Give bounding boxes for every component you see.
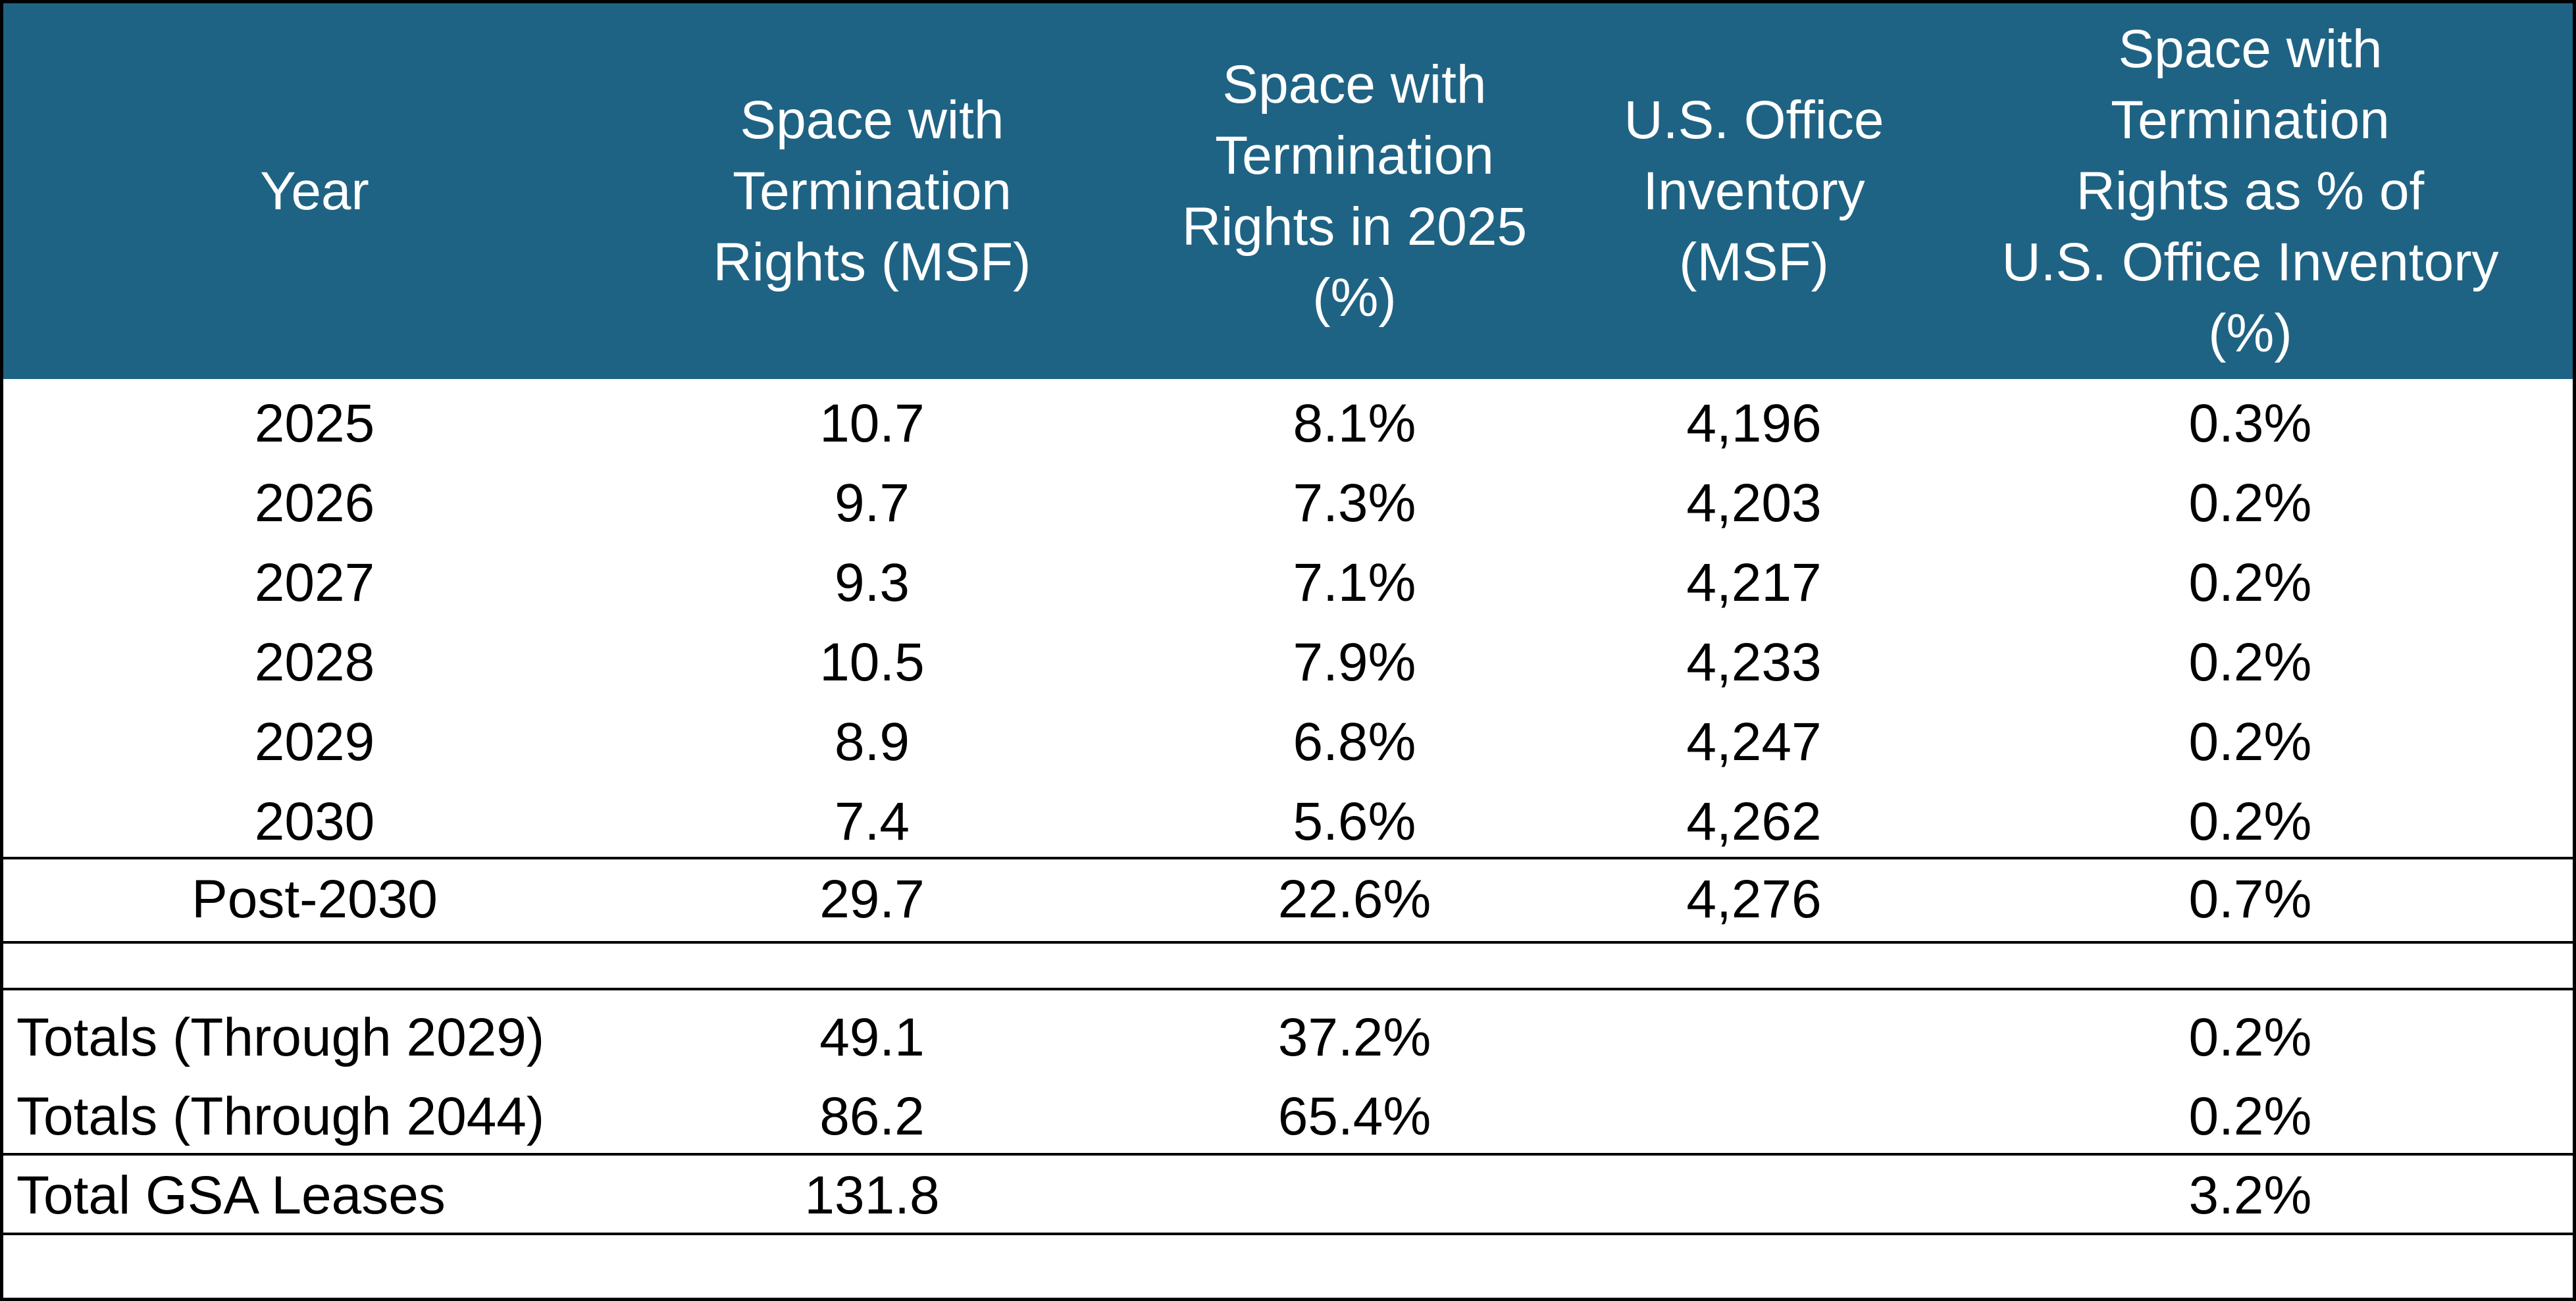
table-cell: 8.1% xyxy=(1293,393,1416,453)
table-cell: 37.2% xyxy=(1277,1008,1431,1067)
table-cell: 4,233 xyxy=(1686,632,1822,692)
table-row: 2028 10.5 7.9% 4,233 0.2% xyxy=(3,623,2573,702)
divider-line xyxy=(3,857,2573,859)
table-row: 2029 8.9 6.8% 4,247 0.2% xyxy=(3,702,2573,782)
header-line: Termination xyxy=(733,161,1012,221)
header-line: Rights (MSF) xyxy=(713,232,1031,292)
table-cell: Total GSA Leases xyxy=(16,1165,446,1225)
table-cell: 65.4% xyxy=(1277,1086,1431,1146)
table-cell: 3.2% xyxy=(2188,1165,2312,1225)
header-line: Space with xyxy=(740,89,1004,150)
header-line: Inventory xyxy=(1643,161,1865,221)
table-cell: 49.1 xyxy=(819,1008,925,1067)
divider-line xyxy=(3,1233,2573,1235)
table-cell: 2029 xyxy=(254,711,375,772)
table-cell: 0.2% xyxy=(2188,552,2312,613)
header-line: Rights as % of xyxy=(2076,161,2425,221)
table-cell: 22.6% xyxy=(1277,869,1431,929)
table-cell: 4,217 xyxy=(1686,552,1822,613)
table-cell: 0.2% xyxy=(2188,711,2312,772)
divider-line xyxy=(3,988,2573,990)
header-line: Termination xyxy=(1215,125,1494,186)
table-cell: 29.7 xyxy=(819,869,925,929)
divider-line xyxy=(3,941,2573,944)
table-cell: Post-2030 xyxy=(192,869,438,929)
table-cell: 2030 xyxy=(254,791,375,852)
table-cell: 5.6% xyxy=(1293,791,1416,852)
header-line: (%) xyxy=(2208,303,2292,363)
table-cell: 4,196 xyxy=(1686,393,1822,453)
table-cell: 10.5 xyxy=(819,632,925,692)
table-row: 2030 7.4 5.6% 4,262 0.2% xyxy=(3,782,2573,861)
header-line: U.S. Office xyxy=(1624,89,1884,150)
table-row: 2027 9.3 7.1% 4,217 0.2% xyxy=(3,543,2573,623)
header-line: Space with xyxy=(1222,54,1487,115)
table-cell: Totals (Through 2029) xyxy=(16,1008,545,1067)
header-year: Year xyxy=(18,3,611,379)
table-cell: 2025 xyxy=(254,393,375,453)
table-cell: 0.2% xyxy=(2188,791,2312,852)
table-cell: 86.2 xyxy=(819,1086,925,1146)
header-space-pct-2025: Space with Termination Rights in 2025 (%) xyxy=(1104,3,1605,379)
table-cell: 0.2% xyxy=(2188,472,2312,533)
table-cell: 7.3% xyxy=(1293,472,1416,533)
totals-row: Totals (Through 2044) 86.2 65.4% 0.2% xyxy=(3,1077,2573,1156)
totals-row: Totals (Through 2029) 49.1 37.2% 0.2% xyxy=(3,998,2573,1077)
table-cell: 131.8 xyxy=(804,1165,940,1225)
table-cell: 7.1% xyxy=(1293,552,1416,613)
table-cell: 4,203 xyxy=(1686,472,1822,533)
table-cell: 4,276 xyxy=(1686,869,1822,929)
table-row: 2025 10.7 8.1% 4,196 0.3% xyxy=(3,384,2573,463)
table-cell: Totals (Through 2044) xyxy=(16,1086,545,1146)
header-pct-of-inventory: Space with Termination Rights as % of U.S. … xyxy=(1954,3,2546,379)
header-space-msf: Space with Termination Rights (MSF) xyxy=(701,3,1043,379)
header-line: Termination xyxy=(2111,89,2390,150)
header-line: (MSF) xyxy=(1679,232,1829,292)
header-line: Year xyxy=(260,161,369,221)
header-line: U.S. Office Inventory xyxy=(2001,232,2499,292)
table-cell: 9.3 xyxy=(835,552,910,613)
table-cell: 2026 xyxy=(254,472,375,533)
divider-line xyxy=(3,1153,2573,1156)
table-cell: 7.9% xyxy=(1293,632,1416,692)
header-line: Rights in 2025 xyxy=(1181,196,1528,257)
header-office-inventory: U.S. Office Inventory (MSF) xyxy=(1583,3,1925,379)
table-row: 2026 9.7 7.3% 4,203 0.2% xyxy=(3,463,2573,543)
table-cell: 8.9 xyxy=(835,711,910,772)
table-cell: 4,262 xyxy=(1686,791,1822,852)
table-cell: 6.8% xyxy=(1293,711,1416,772)
table-cell: 7.4 xyxy=(835,791,910,852)
table-cell: 2027 xyxy=(254,552,375,613)
header-line: Space with xyxy=(2118,18,2383,79)
table-cell: 0.2% xyxy=(2188,632,2312,692)
table-cell: 10.7 xyxy=(819,393,925,453)
table-cell: 2028 xyxy=(254,632,375,692)
table-cell: 0.2% xyxy=(2188,1008,2312,1067)
table-cell: 0.2% xyxy=(2188,1086,2312,1146)
table-cell xyxy=(1583,998,1925,1077)
gsa-row: Total GSA Leases 131.8 3.2% xyxy=(3,1156,2573,1235)
table-cell xyxy=(1583,1156,1925,1235)
post-2030-row: Post-2030 29.7 22.6% 4,276 0.7% xyxy=(3,860,2573,939)
header-line: (%) xyxy=(1312,267,1397,328)
table-cell: 9.7 xyxy=(835,472,910,533)
table-cell xyxy=(1104,1156,1605,1235)
table-cell: 4,247 xyxy=(1686,711,1822,772)
table-cell xyxy=(1583,1077,1925,1156)
table-header: Year Space with Termination Rights (MSF) Spa… xyxy=(3,3,2573,379)
table-cell: 0.7% xyxy=(2188,869,2312,929)
table-cell: 0.3% xyxy=(2188,393,2312,453)
